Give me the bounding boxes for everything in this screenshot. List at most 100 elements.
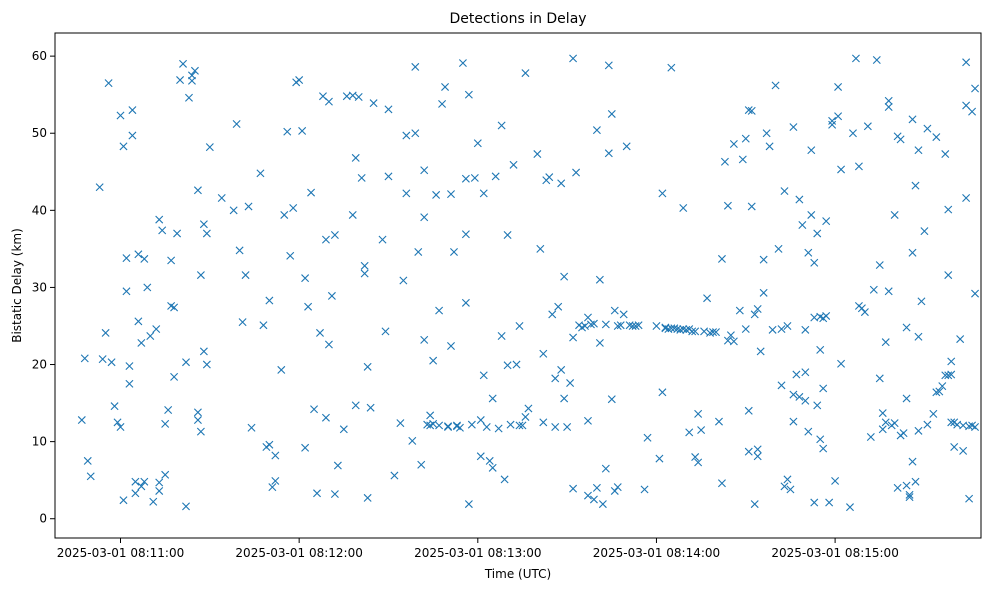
- data-point: [461, 298, 470, 307]
- x-marker: [938, 382, 947, 391]
- data-point: [128, 131, 137, 140]
- x-marker: [137, 338, 146, 347]
- data-point: [613, 483, 622, 492]
- x-marker: [503, 361, 512, 370]
- data-point: [589, 319, 598, 328]
- x-marker: [944, 371, 953, 380]
- x-marker: [619, 310, 628, 319]
- data-point: [390, 471, 399, 480]
- x-marker: [447, 190, 455, 199]
- x-marker: [917, 297, 926, 306]
- x-marker: [822, 311, 831, 320]
- x-marker: [801, 396, 810, 405]
- x-marker: [914, 146, 923, 155]
- data-point: [944, 205, 953, 214]
- x-marker: [500, 475, 509, 484]
- data-point: [583, 416, 592, 425]
- data-point: [366, 403, 375, 412]
- data-point: [729, 337, 738, 346]
- x-marker: [658, 388, 667, 397]
- data-point: [491, 172, 500, 181]
- x-marker: [822, 217, 831, 226]
- x-marker: [494, 424, 503, 433]
- data-point: [759, 288, 768, 297]
- x-marker: [753, 452, 762, 461]
- data-point: [655, 454, 664, 463]
- data-point: [893, 483, 902, 492]
- data-point: [417, 460, 426, 469]
- x-marker: [482, 422, 491, 431]
- x-marker: [351, 401, 360, 410]
- x-marker: [411, 62, 420, 71]
- x-marker: [694, 458, 703, 467]
- x-marker: [890, 210, 899, 219]
- data-point: [720, 157, 729, 166]
- data-point: [324, 340, 333, 349]
- y-tick-label: 50: [32, 126, 47, 140]
- data-point: [622, 142, 631, 151]
- data-point: [161, 470, 170, 479]
- data-point: [610, 306, 619, 315]
- x-marker: [756, 347, 765, 356]
- x-marker: [396, 419, 405, 428]
- x-marker: [947, 418, 956, 427]
- data-point: [80, 354, 89, 363]
- x-marker: [586, 320, 595, 329]
- data-point: [125, 362, 134, 371]
- x-marker: [607, 109, 616, 118]
- x-marker: [673, 325, 682, 334]
- x-marker: [193, 416, 202, 425]
- data-point: [458, 59, 467, 68]
- x-marker: [491, 172, 500, 181]
- x-marker: [866, 433, 875, 441]
- data-point: [563, 422, 572, 431]
- data-point: [947, 357, 956, 366]
- data-point: [965, 494, 974, 503]
- data-point: [753, 305, 762, 314]
- x-marker: [146, 332, 155, 340]
- x-marker: [956, 335, 965, 344]
- x-marker: [643, 433, 652, 442]
- data-point: [792, 370, 801, 379]
- x-marker: [950, 443, 959, 452]
- x-marker: [920, 227, 929, 236]
- data-point: [190, 66, 199, 75]
- x-marker: [691, 327, 700, 336]
- x-marker: [86, 472, 95, 481]
- data-point: [202, 360, 211, 369]
- data-point: [205, 143, 214, 152]
- data-point: [384, 172, 393, 181]
- data-point: [271, 451, 280, 460]
- data-point: [914, 426, 923, 435]
- x-marker: [408, 436, 417, 445]
- x-marker: [947, 370, 956, 379]
- data-point: [780, 482, 789, 491]
- data-point: [360, 261, 369, 270]
- x-marker: [744, 106, 753, 115]
- x-marker: [819, 444, 828, 453]
- x-marker: [947, 357, 956, 366]
- data-point: [324, 97, 333, 106]
- data-point: [497, 121, 506, 130]
- x-marker: [589, 319, 598, 328]
- data-point: [971, 422, 980, 431]
- data-point: [598, 500, 607, 509]
- data-point: [569, 333, 578, 342]
- data-point: [116, 111, 125, 120]
- data-point: [295, 76, 304, 85]
- x-marker: [182, 502, 190, 511]
- data-point: [378, 235, 387, 244]
- data-point: [631, 321, 640, 330]
- data-point: [583, 491, 592, 500]
- data-point: [851, 54, 860, 63]
- x-marker: [554, 302, 563, 311]
- x-marker: [655, 454, 664, 463]
- x-marker: [759, 255, 768, 264]
- data-point: [640, 485, 649, 494]
- x-marker: [301, 443, 310, 452]
- x-marker: [125, 379, 134, 388]
- data-point: [268, 483, 277, 492]
- data-point: [420, 213, 429, 222]
- data-point: [152, 325, 161, 334]
- x-marker: [187, 71, 196, 80]
